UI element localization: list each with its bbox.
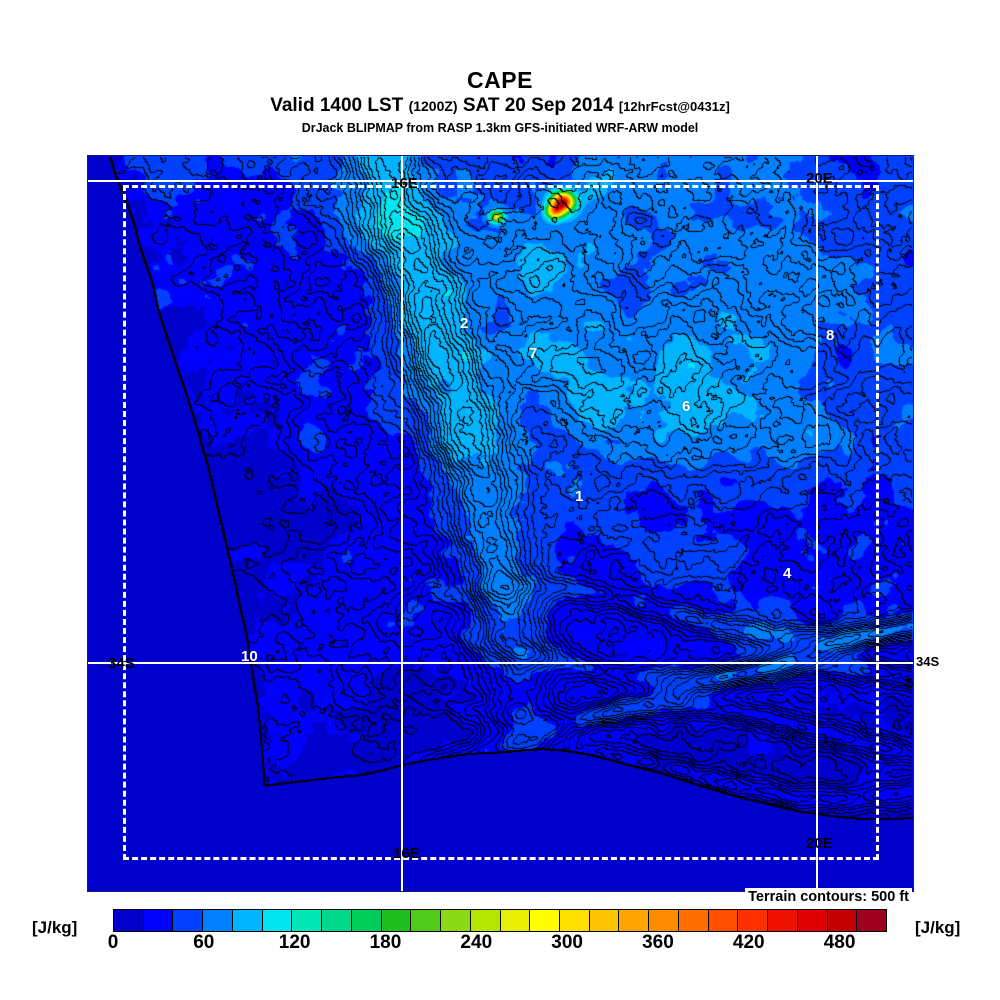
colorbar-tick: 180 — [369, 932, 402, 953]
colorbar-tick: 0 — [107, 932, 119, 953]
waypoint-label[interactable]: 7 — [529, 345, 538, 362]
colorbar-segment — [768, 910, 798, 931]
graticule-latitude-34s — [88, 662, 913, 664]
colorbar-segment — [292, 910, 323, 931]
latitude-edge-label: S — [905, 675, 914, 690]
colorbar-tick: 120 — [278, 932, 311, 953]
colorbar-unit-right: [J/kg] — [915, 918, 961, 937]
colorbar-tick: 360 — [642, 932, 674, 953]
colorbar-tick: 240 — [460, 932, 493, 953]
colorbar-segment — [441, 910, 471, 931]
colorbar-segment — [797, 910, 828, 931]
waypoint-label[interactable]: 8 — [826, 327, 835, 344]
colorbar-segment — [857, 910, 887, 931]
colorbar-segment — [649, 910, 679, 931]
colorbar-tick-labels: 0 60 120 180 240 300 360 420 480 — [108, 932, 885, 956]
colorbar-segment — [381, 910, 412, 931]
valid-date: SAT 20 Sep 2014 — [462, 95, 614, 117]
colorbar-tick: 420 — [732, 932, 765, 953]
colorbar-segment — [530, 910, 561, 931]
model-description: DrJack BLIPMAP from RASP 1.3km GFS-initi… — [301, 120, 699, 135]
colorbar-segment — [203, 910, 233, 931]
forecast-domain-box — [123, 185, 879, 860]
page-title: CAPE — [467, 67, 533, 93]
waypoint-label[interactable]: 4 — [783, 565, 792, 582]
colorbar-segment — [173, 910, 204, 931]
geo-coordinate-label: 20E — [806, 170, 833, 187]
colorbar-segment — [708, 910, 739, 931]
waypoint-label[interactable]: 1 — [575, 488, 584, 505]
colorbar-segment — [262, 910, 293, 931]
valid-time-line: Valid 1400 LST (1200Z) SAT 20 Sep 2014 [… — [0, 93, 1000, 119]
graticule-latitude-32s — [88, 180, 913, 182]
colorbar-segment — [827, 910, 858, 931]
waypoint-label[interactable]: 6 — [682, 398, 691, 415]
colorbar: [J/kg] 0 60 120 180 240 300 360 420 480 [J/kg] — [0, 905, 1000, 960]
terrain-contour-caption: Terrain contours: 500 ft — [745, 888, 912, 906]
graticule-longitude-16e — [401, 156, 403, 891]
colorbar-segment — [560, 910, 590, 931]
geo-coordinate-label: 34S — [108, 655, 135, 672]
colorbar-segment — [322, 910, 352, 931]
colorbar-segment — [589, 910, 620, 931]
graticule-longitude-20e — [816, 156, 818, 891]
valid-time-utc: (1200Z) — [408, 98, 458, 115]
colorbar-segment — [500, 910, 531, 931]
waypoint-label[interactable]: 2 — [460, 315, 469, 332]
colorbar-tick: 480 — [823, 932, 856, 953]
latitude-edge-label: 34S — [916, 654, 940, 669]
colorbar-segment — [678, 910, 709, 931]
colorbar-segment — [619, 910, 650, 931]
waypoint-label[interactable]: 10 — [241, 648, 258, 665]
geo-coordinate-label: 16E — [393, 845, 420, 862]
forecast-tag: [12hrFcst@0431z] — [618, 99, 730, 115]
colorbar-tick: 300 — [551, 932, 583, 953]
colorbar-segment — [470, 910, 501, 931]
title-block: CAPE Valid 1400 LST (1200Z) SAT 20 Sep 2… — [0, 68, 1000, 135]
geo-coordinate-label: 20E — [806, 835, 833, 852]
colorbar-segment — [411, 910, 442, 931]
colorbar-tick: 60 — [193, 932, 215, 953]
geo-coordinate-label: 16E — [391, 175, 418, 192]
cape-contour-field — [88, 156, 913, 891]
colorbar-gradient — [113, 909, 887, 932]
valid-time-prefix: Valid 1400 LST — [270, 95, 404, 117]
colorbar-segment — [232, 910, 263, 931]
colorbar-segment — [351, 910, 382, 931]
colorbar-unit-left: [J/kg] — [32, 918, 78, 937]
colorbar-segment — [738, 910, 769, 931]
map-plot-area[interactable]: 16E 20E 34S 16E 20E 1 2 4 6 7 8 10 — [87, 155, 914, 892]
colorbar-segment — [114, 910, 144, 931]
colorbar-segment — [143, 910, 174, 931]
